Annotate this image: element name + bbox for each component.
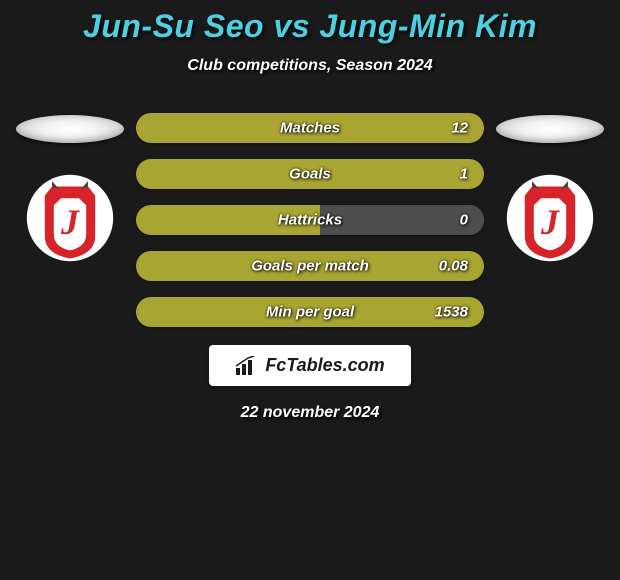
- page-title: Jun-Su Seo vs Jung-Min Kim: [0, 8, 620, 45]
- stat-bar-hattricks: Hattricks 0: [136, 205, 484, 235]
- stat-label: Goals: [289, 166, 331, 183]
- stat-value: 12: [451, 120, 468, 137]
- player-ellipse-right: [496, 115, 604, 143]
- club-logo-left: J: [25, 173, 115, 263]
- date-text: 22 november 2024: [241, 404, 380, 422]
- stat-label: Hattricks: [278, 212, 342, 229]
- stat-label: Matches: [280, 120, 340, 137]
- stat-bar-matches: Matches 12: [136, 113, 484, 143]
- subtitle: Club competitions, Season 2024: [0, 57, 620, 75]
- right-player-col: J: [494, 113, 606, 263]
- bar-chart-icon: [235, 356, 257, 376]
- comparison-card: Jun-Su Seo vs Jung-Min Kim Club competit…: [0, 0, 620, 422]
- stat-bar-goals: Goals 1: [136, 159, 484, 189]
- stat-bar-goals-per-match: Goals per match 0.08: [136, 251, 484, 281]
- brand-name: FcTables.com: [265, 355, 384, 376]
- stat-value: 1: [460, 166, 468, 183]
- footer: FcTables.com 22 november 2024: [0, 345, 620, 422]
- stat-value: 1538: [435, 304, 468, 321]
- stats-column: Matches 12 Goals 1 Hattricks 0 Goals per…: [136, 113, 484, 327]
- svg-text:J: J: [540, 202, 560, 242]
- left-player-col: J: [14, 113, 126, 263]
- brand-box: FcTables.com: [209, 345, 410, 386]
- stat-value: 0: [460, 212, 468, 229]
- player-ellipse-left: [16, 115, 124, 143]
- stat-bar-min-per-goal: Min per goal 1538: [136, 297, 484, 327]
- stat-label: Goals per match: [251, 258, 369, 275]
- club-logo-right: J: [505, 173, 595, 263]
- svg-text:J: J: [60, 202, 80, 242]
- main-row: J Matches 12 Goals 1 Hattricks 0 Goals p…: [0, 113, 620, 327]
- stat-value: 0.08: [439, 258, 468, 275]
- stat-label: Min per goal: [266, 304, 354, 321]
